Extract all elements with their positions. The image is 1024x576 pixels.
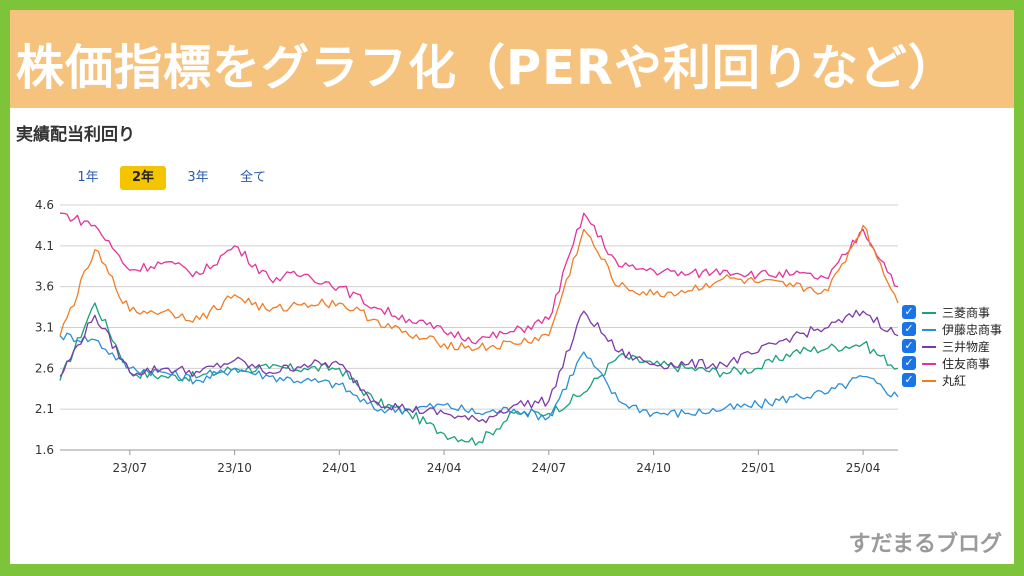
x-tick-label: 25/04 [846,461,881,475]
checkbox-icon[interactable]: ✓ [902,373,916,387]
series-line-2 [59,309,899,424]
legend-swatch [922,312,936,314]
checkbox-icon[interactable]: ✓ [902,339,916,353]
checkbox-icon[interactable]: ✓ [902,305,916,319]
series-line-4 [59,224,899,352]
legend-label: 三菱商事 [942,306,991,320]
y-tick-label: 1.6 [35,443,54,457]
range-1y-button[interactable]: 1年 [77,170,99,185]
legend-swatch [922,363,936,365]
range-all-button[interactable]: 全て [239,170,266,185]
legend-swatch [922,380,936,382]
legend-label: 丸紅 [942,374,967,388]
x-tick-label: 25/01 [741,461,776,475]
y-tick-label: 4.1 [35,239,54,253]
legend-label: 伊藤忠商事 [942,323,1003,337]
x-tick-label: 23/10 [217,461,252,475]
range-3y-button[interactable]: 3年 [187,170,209,185]
x-tick-label: 24/07 [532,461,567,475]
content-panel: 株価指標をグラフ化（PERや利回りなど） 実績配当利回り 1年 2年 3年 全て… [10,10,1014,564]
checkbox-icon[interactable]: ✓ [902,322,916,336]
x-tick-label: 24/10 [636,461,671,475]
y-tick-label: 2.1 [35,402,54,416]
series-line-1 [59,332,899,421]
y-tick-label: 3.1 [35,321,54,335]
banner-title: 株価指標をグラフ化（PERや利回りなど） [16,40,957,96]
checkbox-icon[interactable]: ✓ [902,356,916,370]
series-line-0 [59,302,899,446]
title-banner: 株価指標をグラフ化（PERや利回りなど） [10,10,1014,108]
y-tick-label: 2.6 [35,361,54,375]
x-tick-label: 24/04 [427,461,462,475]
chart-title: 実績配当利回り [16,125,135,145]
line-chart: 4.6 4.1 3.6 3.1 2.6 2.1 1.6 23/07 23/10 24/01 24/0… [35,198,899,475]
legend-swatch [922,346,936,348]
legend-swatch [922,329,936,331]
legend-label: 住友商事 [942,357,991,371]
y-tick-label: 4.6 [35,198,54,212]
series-line-3 [59,212,899,345]
y-tick-label: 3.6 [35,280,54,294]
blog-watermark: すだまるブログ [848,532,1002,557]
x-tick-label: 24/01 [322,461,357,475]
x-tick-label: 23/07 [113,461,148,475]
legend-label: 三井物産 [942,340,991,354]
range-2y-button[interactable]: 2年 [120,166,166,190]
